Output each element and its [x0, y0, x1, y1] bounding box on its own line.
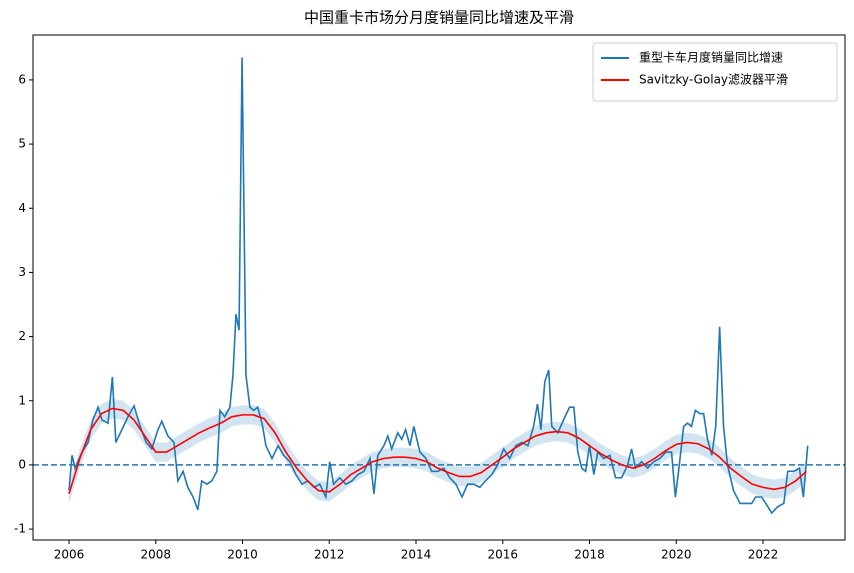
y-tick-label: 0 — [18, 457, 26, 471]
y-tick-label: 3 — [18, 265, 26, 279]
x-tick-label: 2014 — [401, 548, 432, 562]
y-tick-label: -1 — [14, 522, 26, 536]
legend-label: Savitzky-Golay滤波器平滑 — [639, 73, 788, 87]
legend-label: 重型卡车月度销量同比增速 — [639, 50, 783, 65]
y-tick-label: 6 — [18, 72, 26, 86]
y-tick-label: 4 — [18, 201, 26, 215]
x-tick-label: 2012 — [314, 548, 345, 562]
x-tick-label: 2006 — [54, 548, 85, 562]
chart-title: 中国重卡市场分月度销量同比增速及平滑 — [304, 9, 574, 27]
x-tick-label: 2020 — [661, 548, 692, 562]
x-tick-label: 2022 — [748, 548, 779, 562]
smoothing-band — [69, 398, 807, 504]
x-tick-label: 2010 — [227, 548, 258, 562]
x-tick-label: 2008 — [140, 548, 171, 562]
series-line — [68, 57, 809, 515]
plot-frame — [32, 34, 846, 541]
y-tick-label: 2 — [18, 329, 26, 343]
legend-box — [592, 42, 838, 102]
series-line — [68, 407, 807, 495]
y-tick-label: 5 — [18, 137, 26, 151]
x-tick-label: 2018 — [574, 548, 605, 562]
x-tick-label: 2016 — [487, 548, 518, 562]
y-tick-label: 1 — [18, 393, 26, 407]
